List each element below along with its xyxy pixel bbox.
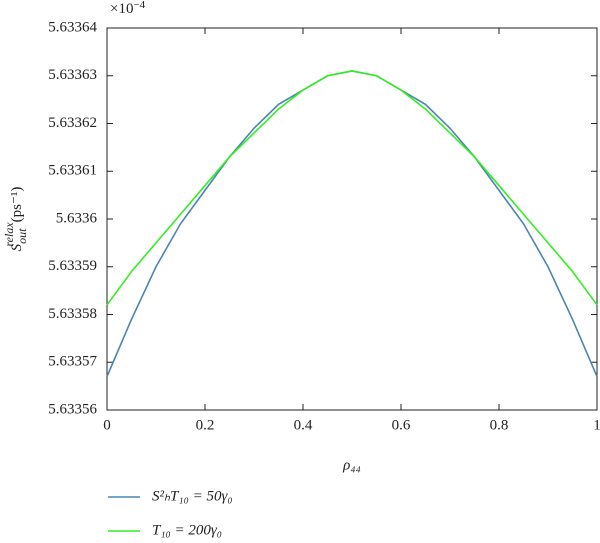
multiplier-base: ×10 [110, 1, 133, 17]
y-axis-label: Soutrelax(ps⁻¹) [2, 187, 29, 252]
x-tick-label: 0.6 [392, 417, 411, 433]
legend-label: T₁₀ = 200γ₀ [152, 522, 222, 538]
ylabel-symbol: S [9, 243, 25, 251]
y-tick-label: 5.63362 [48, 115, 97, 131]
series-line [106, 70, 598, 377]
x-axis-label: ρ₄₄ [342, 457, 361, 473]
ylabel-sub: out [15, 228, 29, 244]
y-multiplier: ×10−4 [110, 0, 146, 17]
x-tick-label: 0.8 [490, 417, 509, 433]
y-tick-label: 5.63364 [48, 19, 97, 35]
y-tick-label: 5.63359 [48, 258, 97, 274]
y-tick-label: 5.63363 [48, 67, 97, 83]
ylabel-unit: (ps⁻¹) [9, 187, 25, 223]
x-tick-label: 0.2 [196, 417, 215, 433]
y-tick-label: 5.63356 [48, 401, 97, 417]
series-line [106, 70, 598, 306]
legend-label: S²ₕT₁₀ = 50γ₀ [152, 488, 233, 504]
plot-frame [106, 27, 598, 411]
ylabel-sup: relax [2, 222, 16, 247]
y-tick-label: 5.63361 [48, 163, 97, 179]
y-tick-label: 5.63358 [48, 306, 97, 322]
x-tick-label: 0 [103, 417, 111, 433]
x-tick-label: 1 [593, 417, 600, 433]
y-tick-label: 5.6336 [56, 210, 98, 226]
y-tick-label: 5.63357 [48, 354, 97, 370]
multiplier-exponent: −4 [133, 0, 145, 11]
x-tick-label: 0.4 [294, 417, 313, 433]
